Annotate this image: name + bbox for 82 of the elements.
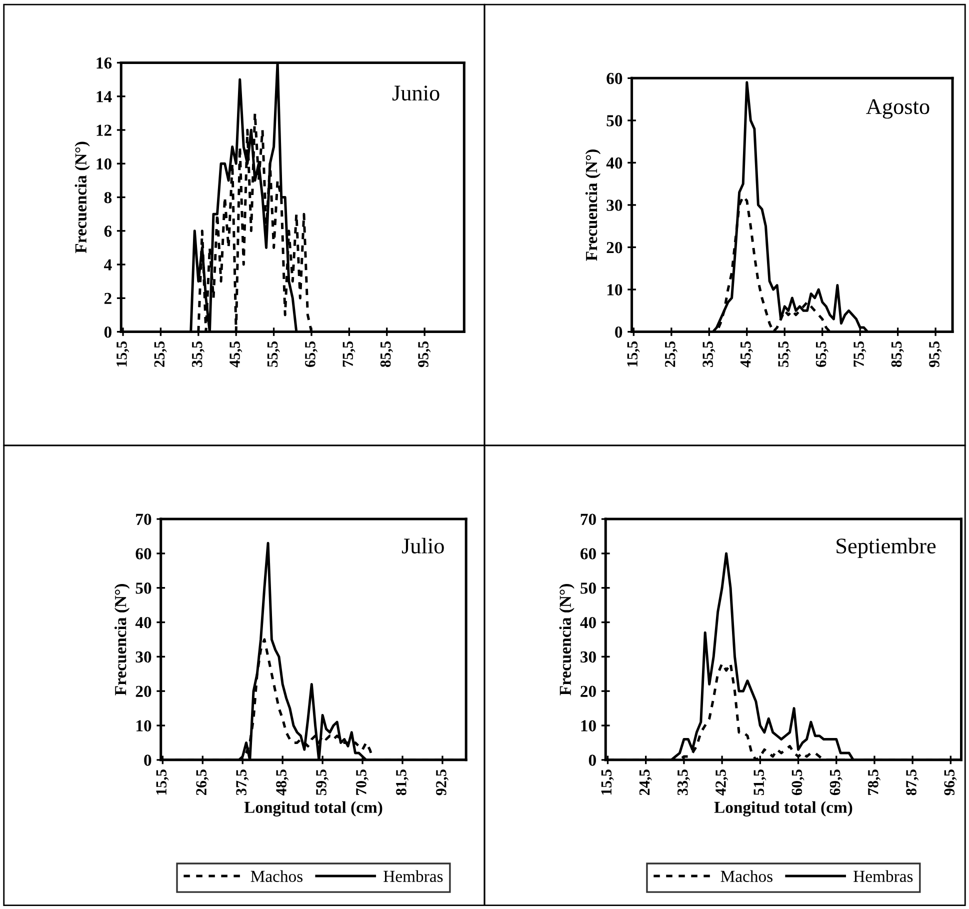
legend-label: Hembras — [384, 870, 443, 882]
x-tick-label: 65,5 — [305, 341, 318, 368]
y-tick-label: 40 — [135, 616, 152, 628]
x-tick-label: 65,5 — [816, 341, 828, 368]
legend-label: Machos — [720, 870, 772, 882]
x-tick-label: 95,5 — [929, 341, 942, 368]
x-tick-label: 35,5 — [702, 341, 716, 367]
x-tick-label: 42,5 — [716, 770, 728, 796]
x-tick-label: 45,5 — [230, 341, 242, 368]
x-tick-label: 35,5 — [192, 341, 204, 367]
x-axis-title: Longitud total (cm) — [714, 801, 852, 816]
y-tick-label: 14 — [96, 91, 112, 102]
y-tick-label: 6 — [104, 226, 112, 237]
y-tick-label: 20 — [580, 686, 596, 698]
y-tick-label: 20 — [136, 686, 152, 698]
text: Junio — [392, 86, 440, 101]
x-tick-label: 69,5 — [830, 770, 842, 796]
y-tick-label: 2 — [104, 292, 112, 304]
y-tick-label: 60 — [606, 72, 622, 84]
x-tick-label: 48,5 — [276, 770, 289, 796]
x-tick-label: 85,5 — [380, 341, 393, 368]
y-axis-title: Frecuencia (N°) — [585, 150, 601, 261]
y-tick-label: 40 — [606, 157, 622, 169]
x-axis-title: Longitud total (cm) — [244, 801, 382, 816]
y-tick-label: 50 — [580, 582, 596, 594]
text: Agosto — [866, 99, 930, 119]
y-axis-title: Frecuencia (N°) — [74, 142, 90, 254]
x-tick-label: 96,5 — [944, 770, 957, 796]
legend-label: Machos — [250, 870, 302, 882]
x-tick-label: 55,5 — [267, 341, 280, 367]
x-tick-label: 92,5 — [436, 770, 449, 796]
legend-label: Hembras — [854, 870, 913, 882]
y-tick-label: 10 — [136, 720, 152, 732]
y-tick-label: 8 — [104, 192, 112, 204]
y-tick-label: 30 — [580, 651, 596, 663]
x-tick-label: 59,5 — [316, 770, 329, 796]
x-tick-label: 15,5 — [627, 341, 640, 366]
y-tick-label: 10 — [96, 158, 112, 170]
x-tick-label: 25,5 — [664, 341, 678, 367]
y-tick-label: 60 — [580, 548, 596, 560]
x-tick-label: 15,5 — [156, 770, 169, 794]
x-tick-label: 37,5 — [236, 770, 249, 796]
x-tick-label: 24,5 — [639, 770, 652, 796]
x-tick-label: 15,5 — [601, 770, 614, 794]
y-tick-label: 70 — [580, 514, 596, 525]
y-axis-title: Frecuencia (N°) — [559, 584, 574, 696]
x-tick-label: 70,5 — [356, 770, 369, 795]
x-tick-label: 51,5 — [754, 770, 766, 796]
x-tick-label: 75,5 — [854, 341, 866, 367]
y-tick-label: 0 — [144, 754, 152, 766]
x-tick-label: 78,5 — [868, 770, 880, 795]
x-tick-label: 75,5 — [342, 341, 356, 367]
y-tick-label: 20 — [606, 242, 622, 254]
x-tick-label: 33,5 — [678, 770, 690, 796]
x-tick-label: 25,5 — [154, 341, 167, 367]
x-tick-label: 81,5 — [396, 770, 409, 796]
y-axis-title: Frecuencia (N°) — [114, 584, 130, 696]
x-tick-label: 45,5 — [740, 341, 753, 368]
x-tick-label: 15,5 — [116, 341, 130, 366]
x-tick-label: 55,5 — [778, 341, 791, 367]
y-tick-label: 30 — [606, 200, 622, 211]
y-tick-label: 4 — [104, 259, 112, 270]
y-tick-label: 10 — [581, 720, 596, 732]
x-tick-label: 60,5 — [792, 770, 804, 796]
x-tick-label: 95,5 — [418, 341, 431, 368]
y-tick-label: 40 — [580, 616, 596, 628]
y-tick-label: 0 — [588, 754, 596, 766]
x-tick-label: 85,5 — [891, 341, 904, 368]
y-tick-label: 30 — [136, 651, 152, 663]
y-tick-label: 10 — [607, 284, 622, 296]
x-tick-label: 87,5 — [906, 770, 919, 796]
y-tick-label: 50 — [606, 115, 622, 126]
text: Julio — [402, 538, 444, 554]
y-tick-label: 70 — [136, 514, 152, 525]
y-tick-label: 16 — [96, 57, 112, 69]
y-tick-label: 0 — [104, 326, 112, 338]
y-tick-label: 50 — [136, 582, 152, 594]
text: Septiembre — [836, 538, 936, 558]
y-tick-label: 60 — [136, 548, 152, 560]
y-tick-label: 0 — [615, 326, 622, 338]
x-tick-label: 26,5 — [196, 770, 209, 796]
y-tick-label: 12 — [96, 124, 112, 136]
